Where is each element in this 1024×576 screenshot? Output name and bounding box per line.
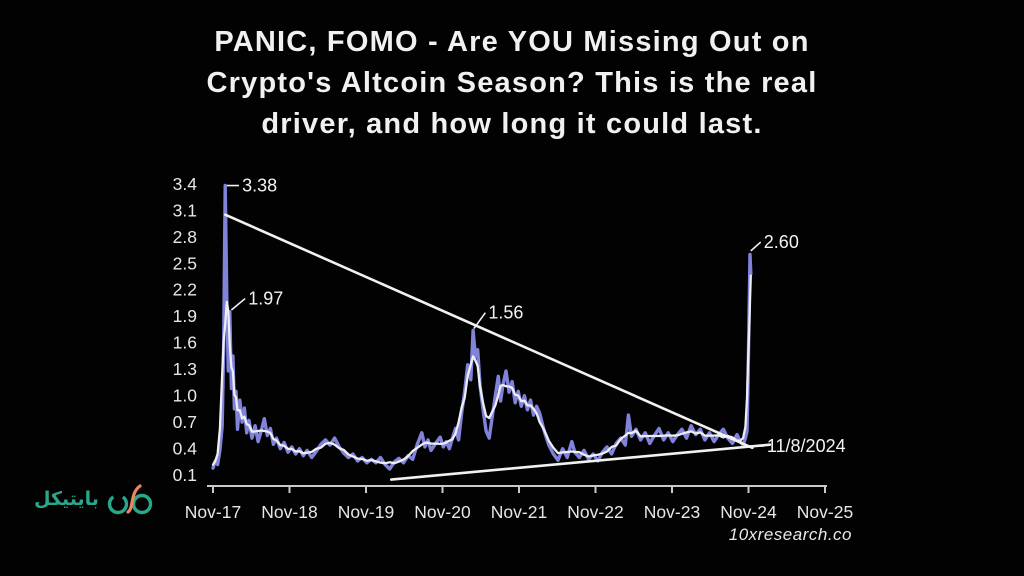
annotation-label-1.56: 1.56	[488, 303, 523, 323]
page-title: PANIC, FOMO - Are YOU Missing Out on Cry…	[206, 26, 818, 141]
x-tick-label: Nov-22	[567, 502, 623, 522]
y-tick-label: 1.9	[173, 306, 197, 326]
y-tick-label: 0.7	[173, 412, 197, 432]
watermark-credit: 10xresearch.co	[728, 525, 852, 544]
annotation-line-1.56	[473, 312, 486, 330]
y-tick-label: 0.1	[173, 465, 197, 485]
x-tick-label: Nov-18	[261, 502, 317, 522]
annotation-label-11/8/2024: 11/8/2024	[767, 436, 846, 456]
x-tick-label: Nov-21	[491, 502, 547, 522]
brand-logo: بايتيكل	[34, 478, 160, 520]
x-tick-label: Nov-20	[414, 502, 471, 522]
logo-swoosh	[126, 484, 142, 514]
annotation-label-3.38: 3.38	[242, 176, 277, 196]
brand-logo-text: بايتيكل	[34, 488, 99, 510]
y-tick-label: 3.1	[173, 200, 197, 220]
y-tick-label: 2.5	[173, 253, 197, 273]
trendline-ascending-support	[389, 443, 772, 481]
annotation-label-1.97: 1.97	[248, 289, 283, 309]
trendline-descending-resistance	[223, 213, 754, 450]
y-tick-label: 1.6	[173, 333, 197, 353]
logo-wheel-tail	[133, 494, 144, 501]
annotation-line-2.60	[750, 241, 762, 252]
y-tick-label: 1.0	[173, 386, 198, 406]
y-tick-label: 1.3	[173, 359, 197, 379]
x-tick-label: Nov-19	[338, 502, 394, 522]
y-tick-label: 2.2	[173, 280, 197, 300]
x-tick-label: Nov-25	[797, 502, 853, 522]
y-tick-label: 2.8	[173, 227, 197, 247]
logo-left-wheel	[107, 493, 129, 515]
x-tick-label: Nov-23	[644, 502, 700, 522]
bicycle-logo-icon	[107, 484, 153, 515]
series-smoothed-line	[211, 274, 752, 466]
x-tick-label: Nov-17	[185, 502, 241, 522]
y-tick-label: 3.4	[173, 174, 198, 194]
annotation-line-1.97	[230, 297, 246, 311]
annotation-label-2.60: 2.60	[764, 232, 799, 252]
y-tick-label: 0.4	[173, 439, 198, 459]
x-tick-label: Nov-24	[720, 502, 777, 522]
